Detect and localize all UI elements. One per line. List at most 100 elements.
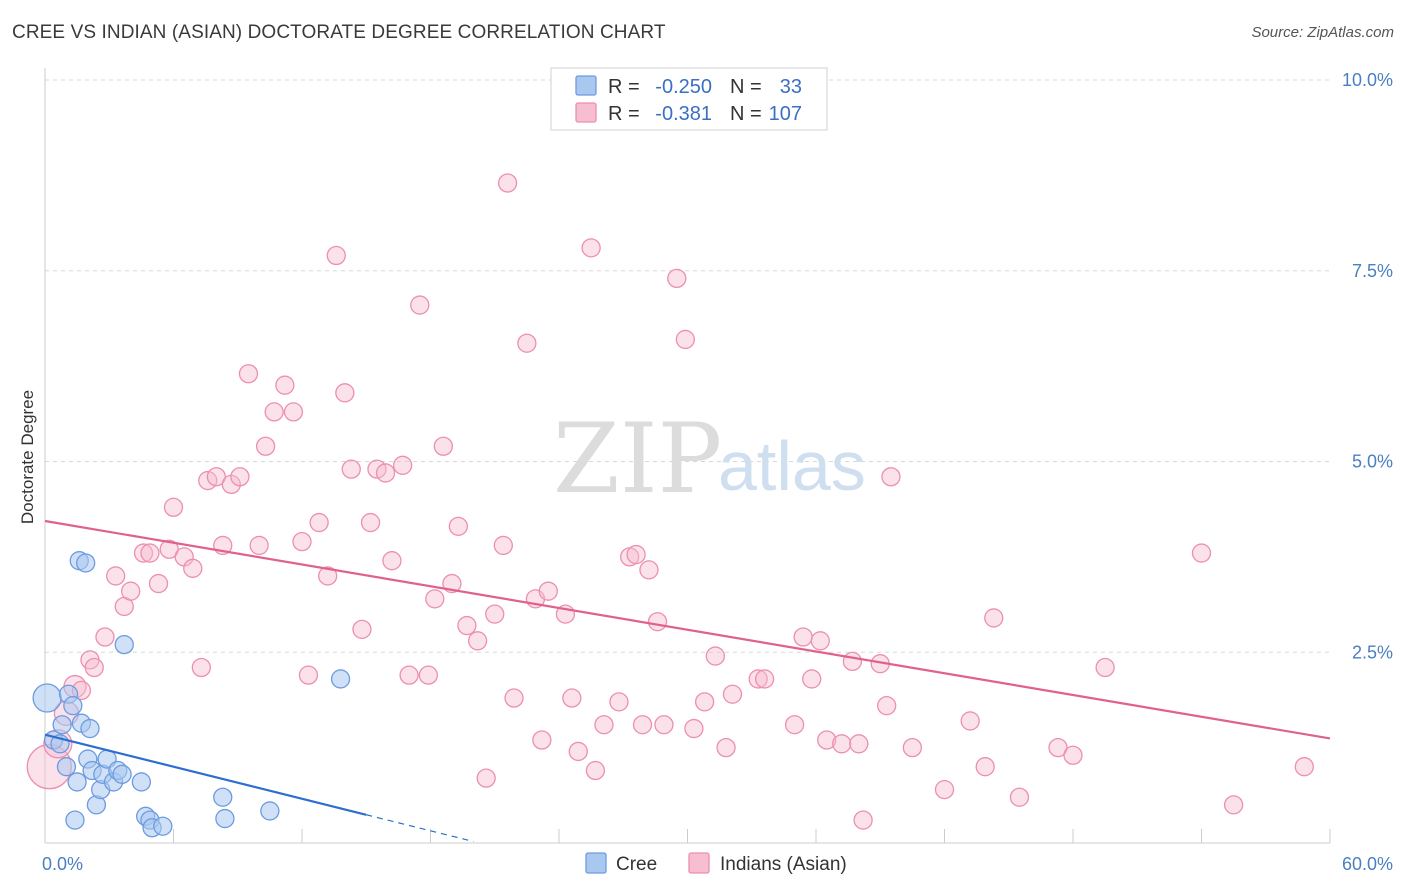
- indian-point-34: [326, 245, 346, 266]
- indian-point-105: [1223, 795, 1244, 815]
- indian-point-11: [133, 543, 154, 563]
- indian-point-93: [877, 696, 897, 716]
- indian-point-88: [832, 734, 852, 754]
- indian-point-41: [382, 551, 402, 571]
- legend-r-value-cree: -0.250: [655, 76, 712, 98]
- cree-trend-line: [44, 733, 367, 816]
- indian-point-91: [853, 810, 873, 830]
- indian-point-100: [1009, 787, 1030, 807]
- indian-point-101: [1048, 737, 1068, 758]
- cree-point-29: [215, 808, 235, 829]
- indian-point-81: [748, 669, 768, 689]
- y-axis-label: Doctorate Degree: [18, 390, 37, 524]
- indian-point-59: [532, 730, 552, 750]
- legend-r-label-cree: R =: [608, 76, 640, 98]
- axes: [44, 68, 1331, 844]
- cree-point-0: [32, 683, 62, 713]
- legend-r-label-indian: R =: [608, 103, 640, 125]
- indian-point-69: [626, 544, 646, 565]
- indian-point-44: [410, 295, 430, 315]
- indian-point-77: [694, 692, 715, 712]
- y-tick-label-0: 2.5%: [1352, 642, 1393, 662]
- indian-points: [26, 173, 1314, 830]
- indian-point-56: [504, 688, 524, 708]
- chart-title: CREE VS INDIAN (ASIAN) DOCTORATE DEGREE …: [12, 22, 666, 43]
- tick-labels: 2.5% 5.0% 7.5% 10.0% 0.0% 60.0%: [42, 70, 1393, 874]
- indian-point-32: [309, 512, 329, 533]
- indian-point-96: [934, 779, 955, 800]
- bottom-legend-label-cree: Cree: [616, 854, 657, 875]
- indian-point-73: [654, 715, 674, 735]
- indian-trend-line: [44, 519, 1331, 740]
- indian-point-75: [675, 329, 696, 350]
- indian-point-13: [148, 573, 169, 594]
- indian-point-31: [298, 665, 319, 685]
- legend-swatch-cree: [575, 75, 597, 96]
- legend-n-value-indian: 107: [769, 103, 802, 125]
- indian-point-72: [647, 612, 668, 632]
- indian-point-86: [810, 631, 830, 651]
- indian-point-17: [183, 558, 203, 578]
- y-tick-label-3: 10.0%: [1342, 70, 1393, 90]
- indian-point-10: [121, 581, 141, 601]
- legend-frame: [550, 67, 828, 131]
- watermark-zip: ZIP: [553, 403, 722, 515]
- indian-point-47: [433, 436, 454, 456]
- cree-point-4: [56, 757, 77, 777]
- indian-point-30: [292, 531, 312, 552]
- indian-point-70: [632, 715, 653, 735]
- indian-point-99: [984, 608, 1004, 628]
- cree-point-28: [213, 787, 233, 807]
- cree-point-22: [114, 634, 134, 655]
- indian-point-64: [581, 238, 601, 258]
- indian-point-35: [335, 383, 355, 403]
- indian-point-98: [975, 757, 995, 777]
- indian-point-83: [784, 715, 805, 735]
- indian-point-76: [684, 718, 704, 739]
- legend-n-label-cree: N =: [730, 76, 762, 98]
- indian-point-46: [425, 589, 445, 609]
- cree-point-30: [260, 801, 280, 821]
- indian-point-67: [609, 692, 629, 712]
- indian-point-28: [275, 375, 295, 395]
- trend-lines: [44, 519, 1331, 843]
- indian-point-106: [1294, 757, 1314, 777]
- bottom-legend: Cree Indians (Asian): [585, 852, 847, 875]
- indian-point-55: [497, 173, 518, 193]
- indian-point-80: [722, 684, 743, 704]
- indian-point-53: [485, 604, 505, 624]
- cree-point-23: [131, 772, 152, 792]
- indian-point-90: [849, 734, 869, 754]
- indian-point-49: [448, 516, 468, 537]
- indian-point-50: [457, 615, 477, 636]
- indian-point-71: [639, 560, 659, 580]
- legend-swatch-indian: [575, 102, 597, 123]
- indian-point-12: [140, 543, 160, 563]
- cree-trend-extension: [366, 814, 474, 843]
- watermark-atlas: atlas: [718, 427, 866, 505]
- indian-point-20: [206, 467, 226, 487]
- grid-lines: [45, 79, 1330, 653]
- indian-point-103: [1095, 657, 1115, 678]
- x-tick-label-1: 60.0%: [1342, 854, 1393, 874]
- bottom-legend-swatch-indian: [688, 852, 710, 874]
- indian-point-7: [95, 627, 115, 647]
- indian-point-6: [84, 657, 104, 678]
- indian-point-95: [902, 737, 923, 758]
- indian-point-79: [716, 737, 736, 758]
- indian-point-54: [493, 535, 513, 556]
- indian-point-63: [568, 741, 588, 762]
- indian-point-102: [1063, 745, 1083, 765]
- indian-point-104: [1191, 543, 1212, 563]
- indian-point-18: [191, 657, 211, 678]
- cree-point-3: [52, 715, 72, 735]
- cree-point-7: [65, 810, 85, 830]
- indian-point-24: [238, 364, 259, 384]
- cree-point-8: [67, 772, 87, 792]
- indian-point-23: [230, 467, 250, 487]
- x-tick-label-0: 0.0%: [42, 854, 83, 874]
- indian-point-25: [249, 535, 269, 556]
- indian-point-26: [255, 436, 276, 456]
- indian-point-57: [517, 333, 537, 353]
- indian-point-45: [418, 665, 439, 685]
